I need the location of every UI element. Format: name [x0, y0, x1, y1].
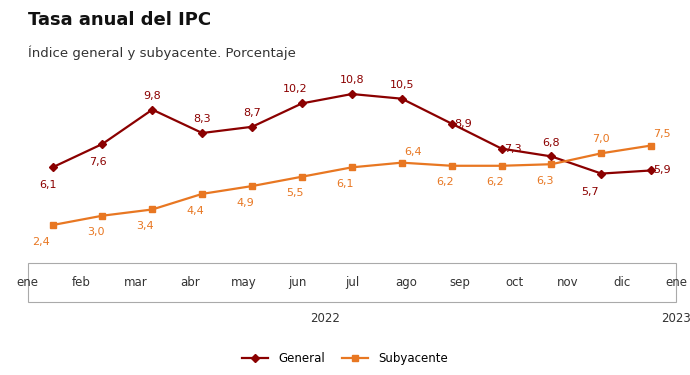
- Text: may: may: [231, 276, 257, 289]
- Text: 8,3: 8,3: [193, 114, 211, 124]
- Text: 2022: 2022: [310, 312, 339, 325]
- Text: 2023: 2023: [661, 312, 690, 325]
- Text: ene: ene: [17, 276, 39, 289]
- Text: 8,9: 8,9: [454, 118, 472, 129]
- Text: 6,3: 6,3: [535, 176, 553, 186]
- Text: mar: mar: [124, 276, 148, 289]
- Legend: General, Subyacente: General, Subyacente: [242, 352, 448, 365]
- Text: abr: abr: [180, 276, 199, 289]
- Text: ago: ago: [395, 276, 417, 289]
- Text: 9,8: 9,8: [144, 91, 161, 101]
- Text: 6,8: 6,8: [542, 138, 560, 147]
- Text: 7,5: 7,5: [653, 129, 671, 140]
- Text: 6,2: 6,2: [436, 177, 453, 188]
- Text: 7,3: 7,3: [504, 144, 522, 154]
- Text: 3,0: 3,0: [87, 227, 104, 237]
- Text: 6,1: 6,1: [336, 179, 354, 189]
- Text: 6,4: 6,4: [404, 147, 422, 156]
- Text: sep: sep: [450, 276, 471, 289]
- Text: 7,6: 7,6: [90, 157, 107, 167]
- Text: 8,7: 8,7: [244, 108, 261, 118]
- Text: feb: feb: [72, 276, 91, 289]
- Text: 6,2: 6,2: [486, 177, 504, 188]
- Text: dic: dic: [613, 276, 631, 289]
- Text: Tasa anual del IPC: Tasa anual del IPC: [28, 11, 210, 29]
- Text: nov: nov: [558, 276, 579, 289]
- Text: 4,9: 4,9: [236, 198, 254, 208]
- Text: 5,9: 5,9: [653, 165, 671, 176]
- Text: ene: ene: [665, 276, 687, 289]
- Text: 3,4: 3,4: [137, 221, 154, 231]
- Text: 7,0: 7,0: [593, 134, 610, 144]
- Text: 2,4: 2,4: [32, 237, 50, 247]
- Text: 5,7: 5,7: [582, 187, 599, 196]
- Text: 10,8: 10,8: [339, 75, 364, 85]
- Text: jul: jul: [345, 276, 359, 289]
- Text: 5,5: 5,5: [286, 188, 304, 198]
- Text: 10,2: 10,2: [283, 84, 307, 94]
- Text: 4,4: 4,4: [186, 206, 204, 216]
- Text: oct: oct: [505, 276, 523, 289]
- Text: 6,1: 6,1: [39, 180, 57, 190]
- Text: 10,5: 10,5: [390, 80, 414, 90]
- Text: Índice general y subyacente. Porcentaje: Índice general y subyacente. Porcentaje: [28, 45, 295, 60]
- Text: jun: jun: [288, 276, 307, 289]
